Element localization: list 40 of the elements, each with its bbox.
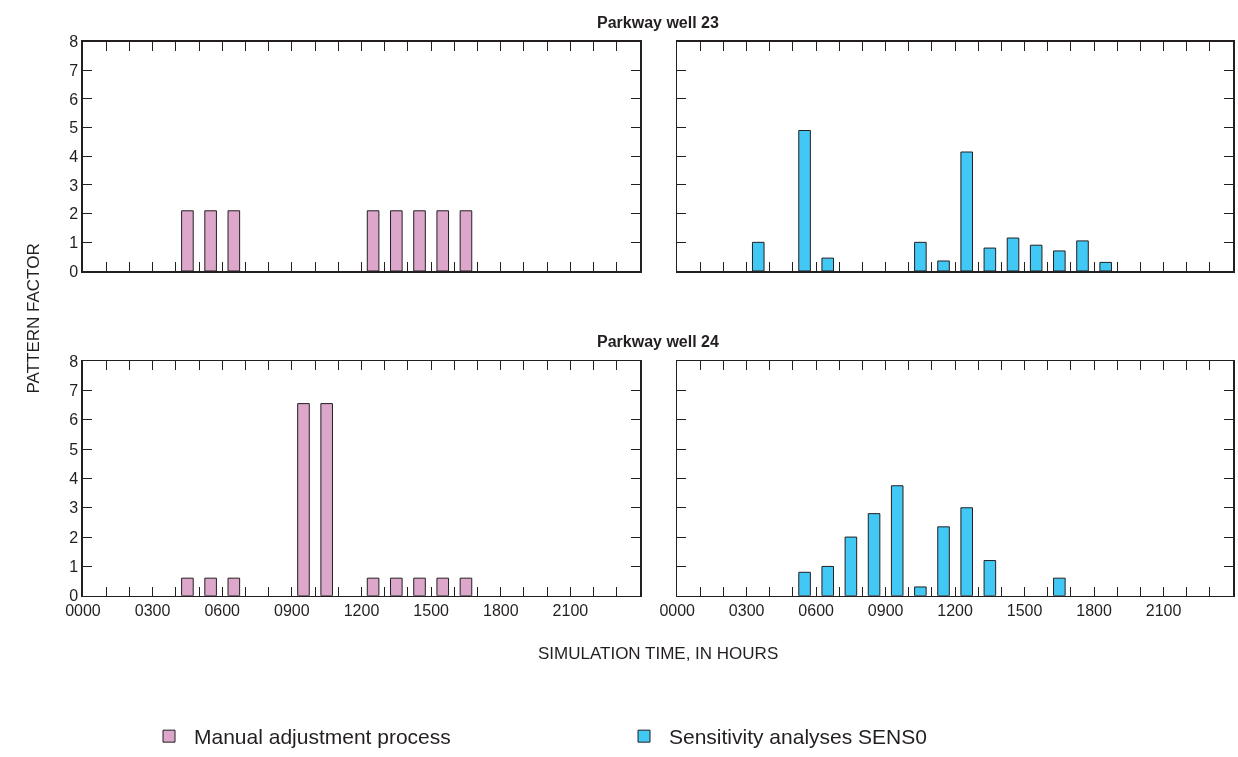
y-axis-title: PATTERN FACTOR <box>24 243 44 394</box>
y-tick-label: 6 <box>69 90 79 108</box>
y-tick-label: 2 <box>69 205 79 223</box>
x-tick-label: 0600 <box>798 602 835 620</box>
y-tick-label: 1 <box>69 233 79 251</box>
y-tick-label: 8 <box>69 33 79 51</box>
x-tick-label: 1800 <box>1076 602 1112 620</box>
x-tick-label: 0600 <box>204 602 241 620</box>
x-tick-label: 2100 <box>1145 602 1182 620</box>
x-tick-label: 1500 <box>1006 602 1043 620</box>
x-tick-label: 0900 <box>274 602 310 620</box>
legend-label: Manual adjustment process <box>194 725 451 749</box>
y-tick-label: 0 <box>69 262 79 280</box>
x-tick-label: 0300 <box>728 602 765 620</box>
x-tick-label: 0000 <box>65 602 101 620</box>
y-tick-label: 3 <box>69 499 79 517</box>
x-axis-title: SIMULATION TIME, IN HOURS <box>538 644 779 663</box>
x-tick-label: 0000 <box>659 602 696 620</box>
x-tick-label: 1500 <box>413 602 450 620</box>
x-tick-label: 1200 <box>937 602 974 620</box>
x-tick-label: 1800 <box>482 602 519 620</box>
chart-title: Parkway well 24 <box>597 333 719 350</box>
y-tick-label: 7 <box>69 382 79 400</box>
x-tick-label: 0900 <box>867 602 904 620</box>
x-tick-label: 0300 <box>134 602 171 620</box>
chart-title: Parkway well 23 <box>597 14 719 31</box>
y-tick-label: 0 <box>69 587 79 605</box>
y-tick-label: 1 <box>69 558 79 576</box>
y-tick-label: 7 <box>69 61 79 79</box>
y-tick-label: 4 <box>69 470 79 488</box>
y-tick-label: 6 <box>69 411 79 429</box>
y-tick-label: 5 <box>69 440 79 458</box>
y-tick-label: 5 <box>69 119 79 137</box>
y-tick-label: 8 <box>69 352 79 370</box>
x-tick-label: 1200 <box>343 602 380 620</box>
y-tick-label: 4 <box>69 147 79 165</box>
y-tick-label: 2 <box>69 528 79 546</box>
legend-label: Sensitivity analyses SENS0 <box>669 725 927 749</box>
y-tick-label: 3 <box>69 176 79 194</box>
x-tick-label: 2100 <box>552 602 589 620</box>
